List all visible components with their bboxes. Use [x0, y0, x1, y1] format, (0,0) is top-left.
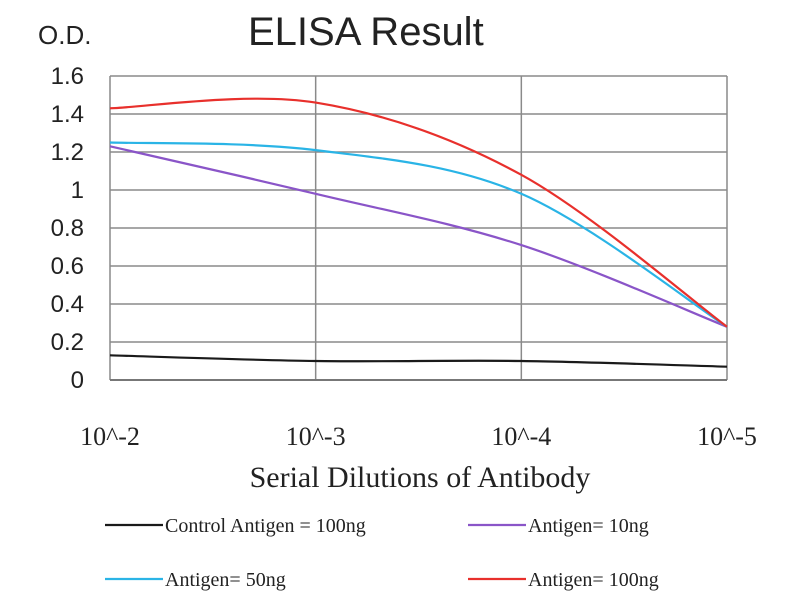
- series-line-0: [109, 354, 728, 368]
- y-tick-label: 1: [71, 177, 84, 204]
- y-axis-label: O.D.: [38, 20, 91, 50]
- series-lines: [109, 97, 728, 368]
- series-line-2: [109, 141, 728, 328]
- x-tick-label: 10^-5: [697, 422, 757, 451]
- gridlines: [109, 75, 728, 381]
- x-tick-label: 10^-2: [80, 422, 140, 451]
- legend: Control Antigen = 100ng Antigen= 10ng Anti…: [105, 515, 659, 591]
- y-tick-label: 0.4: [51, 291, 84, 318]
- x-tick-label: 10^-3: [286, 422, 346, 451]
- x-axis-label: Serial Dilutions of Antibody: [250, 461, 591, 494]
- legend-label: Antigen= 50ng: [165, 569, 286, 591]
- legend-label: Control Antigen = 100ng: [165, 515, 366, 537]
- y-tick-label: 1.2: [51, 139, 84, 166]
- chart-title: ELISA Result: [248, 10, 484, 54]
- legend-label: Antigen= 10ng: [528, 515, 649, 537]
- y-tick-labels: 0 0.2 0.4 0.6 0.8 1 1.2 1.4 1.6: [51, 63, 84, 394]
- y-tick-label: 0.8: [51, 215, 84, 242]
- y-tick-label: 1.4: [51, 101, 84, 128]
- legend-label: Antigen= 100ng: [528, 569, 659, 591]
- series-line-3: [109, 97, 728, 328]
- y-tick-label: 0.6: [51, 253, 84, 280]
- x-tick-labels: 10^-2 10^-3 10^-4 10^-5: [80, 422, 757, 451]
- y-tick-label: 1.6: [51, 63, 84, 90]
- x-tick-label: 10^-4: [491, 422, 551, 451]
- series-line-1: [109, 145, 728, 328]
- y-tick-label: 0: [71, 367, 84, 394]
- y-tick-label: 0.2: [51, 329, 84, 356]
